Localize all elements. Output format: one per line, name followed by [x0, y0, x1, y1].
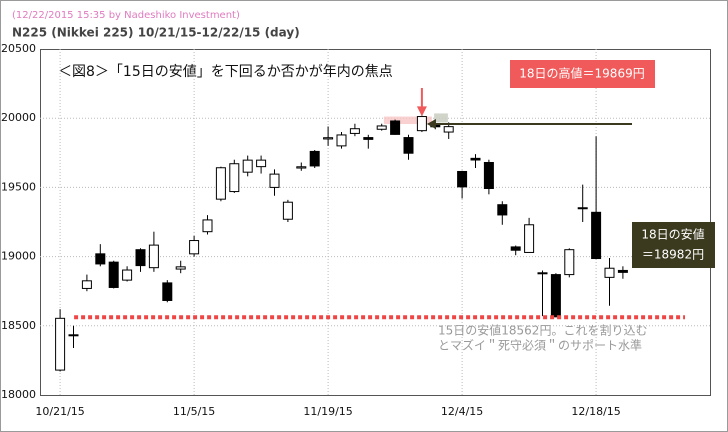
y-tick-label: 18000	[1, 388, 36, 401]
support-note: 15日の安値18562円。これを割り込む	[438, 323, 647, 338]
high-callout-text: 18日の高値＝19869円	[519, 66, 644, 81]
candle-body	[336, 134, 347, 147]
x-tick-label: 11/5/15	[173, 405, 215, 418]
candle-body	[416, 116, 427, 132]
candle-body	[175, 266, 186, 270]
candle-body	[470, 157, 481, 161]
candle-body	[68, 334, 79, 337]
y-tick-label: 20000	[1, 111, 36, 124]
candle-body	[497, 204, 508, 216]
arrow-head	[426, 119, 436, 130]
candle-body	[577, 207, 588, 210]
candle-body	[81, 280, 92, 289]
candle-body	[537, 272, 548, 275]
x-tick-label: 12/18/15	[571, 405, 620, 418]
candle-body	[510, 246, 521, 251]
low-callout-text: ＝18982円	[642, 248, 704, 262]
candle-body	[95, 253, 106, 265]
arrow-head	[416, 106, 427, 117]
candle-body	[256, 159, 267, 168]
y-tick-label: 19500	[1, 180, 36, 193]
candle-body	[390, 120, 401, 135]
candle-body	[443, 126, 454, 133]
low-callout	[632, 222, 715, 268]
highlight-box	[383, 116, 432, 125]
chart-title: ＜図8＞「15日の安値」を下回るか否かが年内の焦点	[58, 64, 393, 80]
candle-body	[189, 240, 200, 255]
low-callout-text: 18日の安値	[641, 227, 704, 242]
high-callout	[510, 60, 655, 88]
candle-body	[376, 125, 387, 130]
candle-body	[55, 317, 66, 371]
y-tick-label: 19000	[1, 250, 36, 263]
candle-body	[108, 261, 119, 288]
candle-body	[215, 167, 226, 200]
candle-body	[403, 137, 414, 154]
candle-body	[309, 150, 320, 167]
header: (12/22/2015 15:35 by Nadeshiko Investmen…	[12, 10, 240, 21]
candle-body	[363, 137, 374, 140]
candle-body	[242, 159, 253, 173]
candle-body	[122, 269, 133, 281]
candle-body	[269, 173, 280, 188]
candle-body	[524, 224, 535, 253]
candle-body	[483, 161, 494, 190]
candle-body	[229, 163, 240, 193]
candle-body	[349, 128, 360, 134]
candle-body	[457, 170, 468, 188]
highlight-band	[434, 113, 448, 123]
x-tick-label: 11/19/15	[303, 405, 352, 418]
candle-body	[550, 274, 561, 318]
candle-body	[162, 282, 173, 301]
y-tick-label: 20500	[1, 42, 36, 55]
candle-body	[148, 244, 159, 269]
y-tick-label: 18500	[1, 319, 36, 332]
candle-body	[564, 249, 575, 276]
candle-body	[591, 211, 602, 260]
candle-body	[296, 166, 307, 169]
candle-body	[617, 269, 628, 273]
x-tick-label: 10/21/15	[35, 405, 84, 418]
candle-body	[604, 267, 615, 278]
subtitle: N225 (Nikkei 225) 10/21/15-12/22/15 (day…	[12, 26, 300, 40]
candle-body	[282, 201, 293, 220]
candle-body	[135, 249, 146, 267]
x-tick-label: 12/4/15	[441, 405, 483, 418]
candle-body	[323, 137, 334, 140]
support-note: とマズイ＂死守必須＂のサポート水準	[438, 338, 642, 353]
candle-body	[202, 219, 213, 233]
